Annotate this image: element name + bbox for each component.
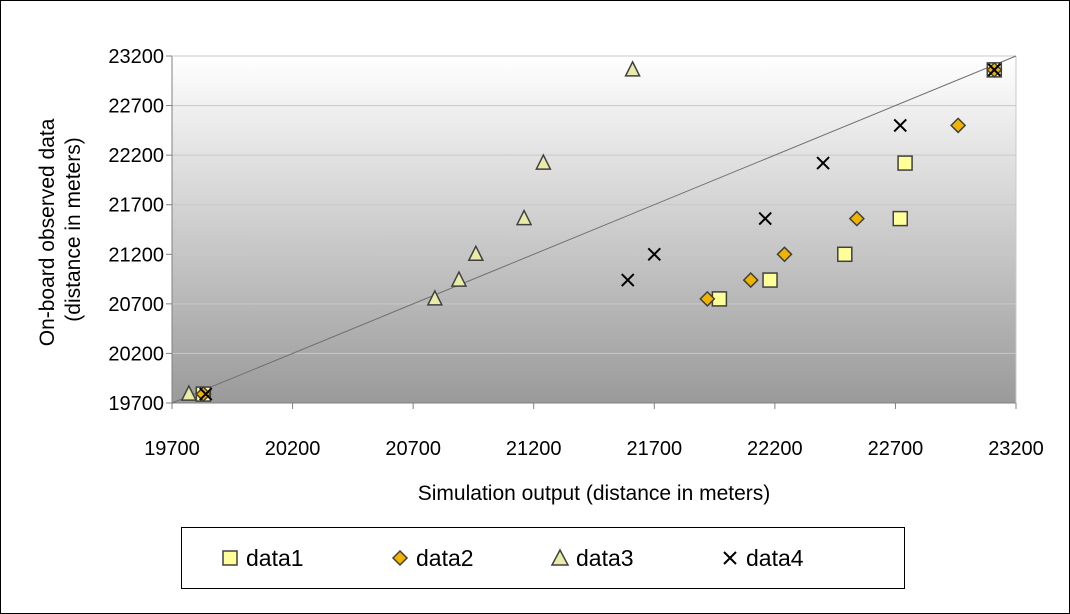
y-tick-label: 19700 — [108, 393, 164, 415]
data2-point — [950, 117, 967, 134]
data1-point — [762, 272, 778, 288]
x-tick-label: 21200 — [506, 438, 562, 460]
triangle-marker-icon — [550, 548, 570, 566]
data3-point — [515, 208, 533, 226]
data4-point — [199, 387, 213, 401]
y-tick-label: 23200 — [108, 46, 164, 68]
legend-label-data4: data4 — [746, 544, 804, 571]
reference-line — [171, 55, 1017, 404]
legend: data1 data2 data3 data4 — [181, 527, 905, 589]
x-tick-label: 22700 — [868, 438, 924, 460]
legend-entry-data3: data3 — [550, 528, 634, 588]
y-tick-label: 20700 — [108, 294, 164, 316]
y-tick-label: 22700 — [108, 96, 164, 118]
data4-point — [647, 247, 661, 261]
data3-point — [180, 384, 198, 401]
legend-entry-data4: data4 — [720, 528, 804, 588]
data1-point — [837, 246, 853, 263]
data3-point — [426, 289, 444, 306]
legend-label-data2: data2 — [416, 544, 474, 571]
x-tick-label: 20700 — [385, 438, 441, 460]
y-tick-label: 22200 — [108, 145, 164, 167]
axes — [166, 55, 1017, 409]
data1-point — [897, 155, 913, 171]
y-tick-label: 21700 — [108, 195, 164, 217]
data4-point — [758, 211, 772, 226]
data3-point — [467, 244, 485, 262]
data3-point — [624, 60, 641, 77]
y-axis-title: On-board observed data (distance in mete… — [36, 113, 85, 347]
data2-point — [848, 210, 865, 227]
data4-point — [987, 63, 1002, 77]
reference-line-segment — [171, 55, 1017, 404]
x-tick-label: 22200 — [747, 438, 803, 460]
data-points — [180, 60, 1003, 403]
y-tick-label: 20200 — [108, 343, 164, 365]
data1-point — [892, 210, 909, 227]
square-marker-icon — [222, 550, 238, 566]
x-tick-label: 20200 — [265, 438, 321, 460]
data2-point — [776, 246, 793, 263]
data4-point — [621, 273, 635, 287]
data2-point — [699, 290, 716, 307]
data3-point — [450, 270, 468, 287]
x-tick-label: 19700 — [144, 438, 200, 460]
diamond-marker-icon — [391, 549, 409, 567]
x-axis-title: Simulation output (distance in meters) — [418, 482, 771, 505]
x-tick-label: 23200 — [988, 438, 1044, 460]
x-tick-label: 21700 — [626, 438, 682, 460]
data3-point — [535, 153, 552, 170]
x-marker-icon — [723, 551, 737, 565]
data4-point — [816, 156, 830, 170]
legend-label-data1: data1 — [246, 544, 304, 571]
legend-entry-data1: data1 — [220, 528, 304, 588]
legend-entry-data2: data2 — [390, 528, 474, 588]
y-axis-title-line-2: (distance in meters) — [62, 137, 85, 321]
data4-point — [893, 118, 907, 133]
y-axis-title-line-1: On-board observed data — [36, 118, 59, 346]
y-tick-label: 21200 — [108, 244, 164, 266]
data2-point — [742, 272, 759, 289]
legend-label-data3: data3 — [576, 544, 634, 571]
tick-labels: 19700 20200 20700 21200 21700 22200 22700 23200… — [108, 46, 1043, 460]
